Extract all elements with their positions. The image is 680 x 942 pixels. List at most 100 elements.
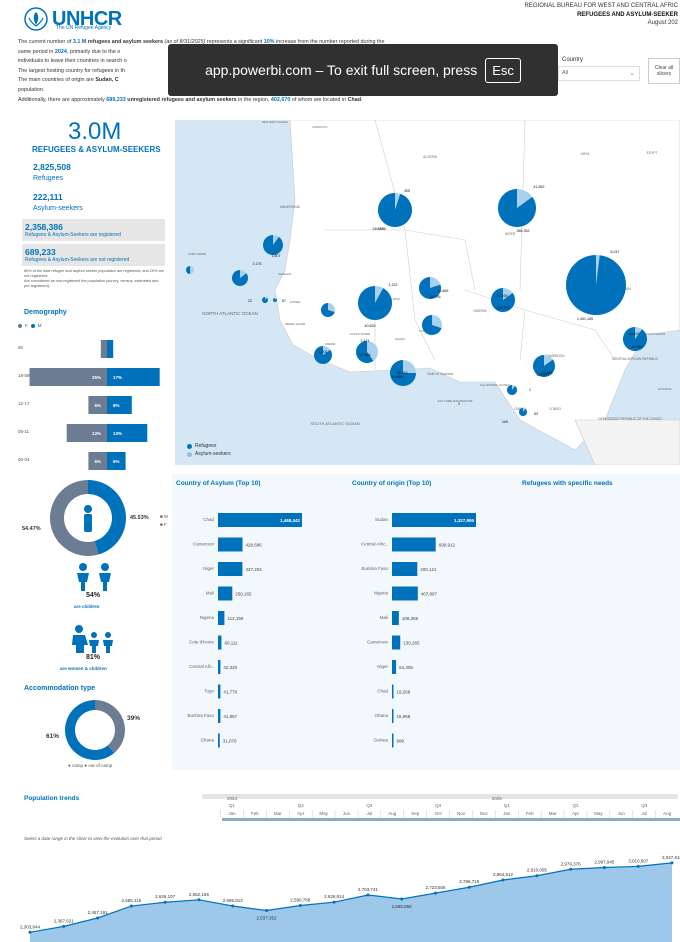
slicer-quarter-label: Q2 [298, 803, 305, 808]
map-value-label: 8,247 [611, 250, 620, 254]
trend-value-label: 2,303,844 [20, 924, 41, 929]
clear-slicers-button[interactable]: Clear all slicers [648, 58, 680, 84]
donut-slice-female [49, 480, 99, 556]
map-label: SENEGAL [278, 272, 292, 276]
map-bubble-refugees [498, 189, 536, 227]
person-icon-body [84, 514, 92, 532]
donut-slice-male [88, 480, 126, 555]
map-label: SIERRA LEONE [285, 322, 306, 326]
map-label: GUINEA [290, 300, 301, 304]
trend-value-label: 2,590,788 [290, 898, 311, 903]
pyramid-age-label: 00-04 [18, 457, 30, 462]
pyramid-age-label: 60 [18, 345, 24, 350]
slicer-month-label: Jan [228, 811, 236, 816]
kpi-unregistered: 689,233 Refugees & Asylum-Seekers are no… [22, 244, 165, 266]
origin-value-label: 999 [397, 739, 405, 744]
accommodation-title: Accommodation type [24, 685, 96, 692]
map-value-label: 33,883 [542, 371, 553, 375]
map-bubble-refugees [390, 360, 416, 386]
map-bubble-refugees [273, 298, 277, 302]
map-value-label: 2,471 [361, 339, 370, 343]
pyramid-label-male: 13% [113, 431, 122, 436]
pyramid-bar-female [88, 452, 107, 470]
refugee-map[interactable]: NORTH ATLANTIC OCEAN SOUTH ATLANTIC OCEAN… [175, 120, 680, 465]
slicer-quarter-label: Q2 [572, 803, 579, 808]
intro-text: The current number of 3.1 M refugees and… [18, 39, 385, 103]
origin-category-label: Cameroon [367, 640, 389, 645]
demography-title: Demography [24, 309, 67, 316]
slicer-month-label: Aug [663, 811, 672, 816]
slicer-year-label: 2024 [227, 796, 238, 801]
slicer-month-label: Oct [435, 811, 443, 816]
slicer-month-label: Feb [251, 811, 259, 816]
trend-point [332, 900, 336, 904]
slicer-quarter-label: Q1 [504, 803, 511, 808]
origin-bar [392, 635, 401, 650]
pyramid-bar-female [29, 368, 107, 386]
map-bubble-refugees [321, 303, 335, 317]
origin-value-label: 690,912 [439, 543, 456, 548]
asylum-category-label: Togo [204, 689, 214, 694]
trend-value-label: 2,703,741 [358, 887, 379, 892]
slicer-range [222, 818, 680, 821]
trend-point [501, 878, 505, 882]
origin-category-label: Guinea [373, 738, 388, 743]
asylum-value-label: 41,957 [223, 714, 237, 719]
trend-point [197, 898, 201, 902]
origin-category-label: Central Afric.. [361, 542, 388, 547]
origin-category-label: Niger [377, 664, 388, 669]
map-label: NORTH ATLANTIC OCEAN [202, 311, 258, 316]
trend-point [129, 904, 133, 908]
asylum-category-label: Chad [203, 517, 214, 522]
trend-value-label: 2,457,191 [88, 910, 109, 915]
slicer-month-label: Jun [343, 811, 351, 816]
country-filter-label: Country [562, 57, 584, 63]
children-icon [77, 563, 111, 591]
asylum-value-label: 112,159 [227, 616, 243, 621]
map-value-label: 249,876 [373, 227, 386, 231]
origin-value-label: 130,265 [403, 641, 420, 646]
trend-point [535, 874, 539, 878]
slicer-month-label: Dec [480, 811, 489, 816]
trend-value-label: 2,997,945 [594, 860, 615, 865]
map-value-label: 67,656 [360, 353, 371, 357]
chevron-down-icon: ⌄ [629, 70, 635, 77]
trend-value-label: 2,585,116 [122, 898, 142, 903]
asylum-bar [218, 660, 221, 674]
trend-value-label: 2,979,376 [561, 861, 582, 866]
map-value-label: 11,665 [438, 289, 449, 293]
children-label: are children [74, 604, 100, 609]
asylum-bar [218, 562, 243, 576]
trend-value-label: 2,660,868 [392, 904, 413, 909]
map-label: EQUATORIAL GUINEA [480, 383, 509, 387]
trend-point [569, 867, 573, 871]
donut-legend-f: ■ F [160, 522, 167, 527]
slicer-month-label: Sep [411, 811, 420, 816]
trend-value-label: 2,585,913 [223, 898, 244, 903]
pyramid-label-male: 6% [113, 459, 120, 464]
map-label: MAURITANIA [280, 205, 300, 209]
pyramid-label-female: 13% [92, 431, 101, 436]
trend-value-label: 2,367,621 [54, 918, 75, 923]
male-pct-label: 45.53% [130, 515, 149, 521]
slicer-quarter-label: Q1 [229, 803, 236, 808]
origin-bar [392, 709, 394, 723]
map-panel[interactable]: NORTH ATLANTIC OCEAN SOUTH ATLANTIC OCEAN… [175, 120, 680, 465]
map-value-label: 169 [502, 420, 508, 424]
country-select[interactable]: All ⌄ [558, 66, 640, 81]
map-bubble-refugees [519, 408, 527, 416]
slicer-quarter-label: Q3 [641, 803, 648, 808]
slicer-year-label: 2025 [492, 796, 503, 801]
slicer-note: Select a date range in the slicer to vie… [24, 836, 162, 841]
asylum-category-label: Niger [203, 566, 214, 571]
map-label: MALI [378, 227, 386, 231]
asylum-bar [218, 635, 222, 650]
fullscreen-banner: app.powerbi.com – To exit full screen, p… [168, 44, 558, 96]
map-bubble-refugees [419, 277, 441, 299]
slicer-month-label: Jan [503, 811, 511, 816]
asylum-value-label: 31,070 [223, 739, 237, 744]
origin-bar [392, 684, 394, 699]
kpi-total: 3.0M [68, 118, 122, 145]
unhcr-emblem-icon [24, 7, 48, 31]
